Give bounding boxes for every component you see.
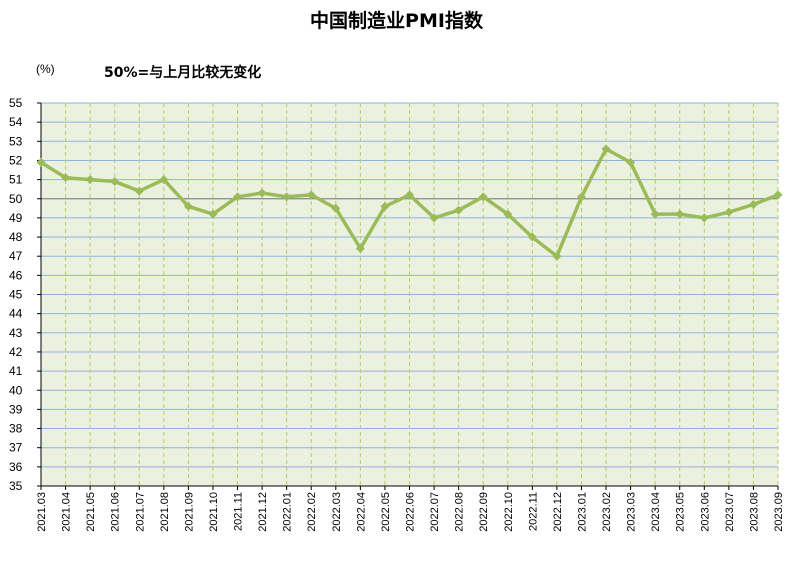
data-point [748,199,758,209]
y-tick-label: 49 [9,211,23,225]
x-tick-label: 2022.12 [552,492,564,532]
data-point [626,157,636,167]
x-tick-label: 2023.01 [576,492,588,532]
data-point [331,203,341,213]
y-tick-label: 51 [9,173,23,187]
data-point [675,209,685,219]
data-point [527,232,537,242]
x-tick-label: 2022.01 [282,492,294,532]
data-point [36,157,46,167]
data-point [257,188,267,198]
y-tick-label: 53 [9,134,23,148]
x-axis-ticks: 2021.03 2021.04 2021.05 2021.06 2021.07 2021.… [36,486,785,532]
data-point [183,201,193,211]
y-tick-label: 46 [9,268,23,282]
data-point [601,144,611,154]
vertical-gridlines [65,103,779,486]
data-point [650,209,660,219]
x-tick-label: 2022.04 [355,492,367,532]
x-tick-label: 2022.02 [306,492,318,532]
y-tick-label: 40 [9,383,23,397]
x-tick-label: 2022.10 [503,492,515,532]
x-tick-label: 2022.07 [429,492,441,532]
data-point [85,175,95,185]
y-tick-label: 39 [9,402,23,416]
x-tick-label: 2022.08 [454,492,466,532]
x-tick-label: 2021.08 [159,492,171,532]
x-tick-label: 2022.09 [478,492,490,532]
x-tick-label: 2021.04 [61,492,73,532]
data-point [110,177,120,187]
x-tick-label: 2023.08 [748,492,760,532]
data-point [134,186,144,196]
y-tick-label: 36 [9,460,23,474]
x-tick-label: 2021.06 [110,492,122,532]
y-tick-label: 43 [9,326,23,340]
y-tick-label: 50 [9,192,23,206]
data-point [282,192,292,202]
x-tick-label: 2021.07 [134,492,146,532]
y-tick-label: 48 [9,230,23,244]
y-tick-label: 42 [9,345,23,359]
data-point [576,192,586,202]
x-tick-label: 2022.06 [405,492,417,532]
y-tick-label: 47 [9,249,23,263]
x-tick-label: 2023.06 [699,492,711,532]
data-point [724,207,734,217]
data-point [478,192,488,202]
x-tick-label: 2023.07 [724,492,736,532]
x-tick-label: 2021.12 [257,492,269,532]
y-tick-label: 41 [9,364,23,378]
x-tick-label: 2023.04 [650,492,662,532]
data-point [233,192,243,202]
y-tick-label: 54 [9,115,23,129]
data-point [699,213,709,223]
x-tick-label: 2023.05 [675,492,687,532]
x-tick-label: 2021.11 [233,492,245,531]
x-tick-label: 2021.03 [36,492,48,532]
y-tick-label: 35 [9,479,23,493]
data-point [454,205,464,215]
data-point [773,190,783,200]
data-point [552,251,562,261]
x-tick-label: 2023.03 [626,492,638,532]
x-tick-label: 2023.09 [773,492,785,532]
x-tick-label: 2021.09 [183,492,195,532]
data-point [159,175,169,185]
y-tick-label: 45 [9,288,23,302]
y-tick-label: 37 [9,441,23,455]
y-axis-ticks: 35 36 37 38 39 40 41 42 43 44 45 46 47 48 49 50 51 52 53 54… [9,96,41,493]
x-tick-label: 2021.05 [85,492,97,532]
y-tick-label: 52 [9,153,23,167]
data-point [429,213,439,223]
data-point [306,190,316,200]
y-tick-label: 44 [9,307,23,321]
data-point [503,209,513,219]
x-tick-label: 2022.11 [527,492,539,531]
data-point [208,209,218,219]
x-tick-label: 2022.03 [331,492,343,532]
chart-title: 中国制造业PMI指数 [310,10,483,32]
data-point [405,190,414,200]
x-tick-label: 2023.02 [601,492,613,532]
chart-annotation: 50%=与上月比较无变化 [104,65,262,81]
x-tick-label: 2021.10 [208,492,220,532]
data-point [380,201,390,211]
data-point [61,173,71,183]
y-axis-unit-label: (%) [36,62,55,76]
x-tick-label: 2022.05 [380,492,392,532]
y-tick-label: 38 [9,422,23,436]
y-tick-label: 55 [9,96,23,110]
data-point [355,244,365,254]
series-pmi [36,144,783,261]
